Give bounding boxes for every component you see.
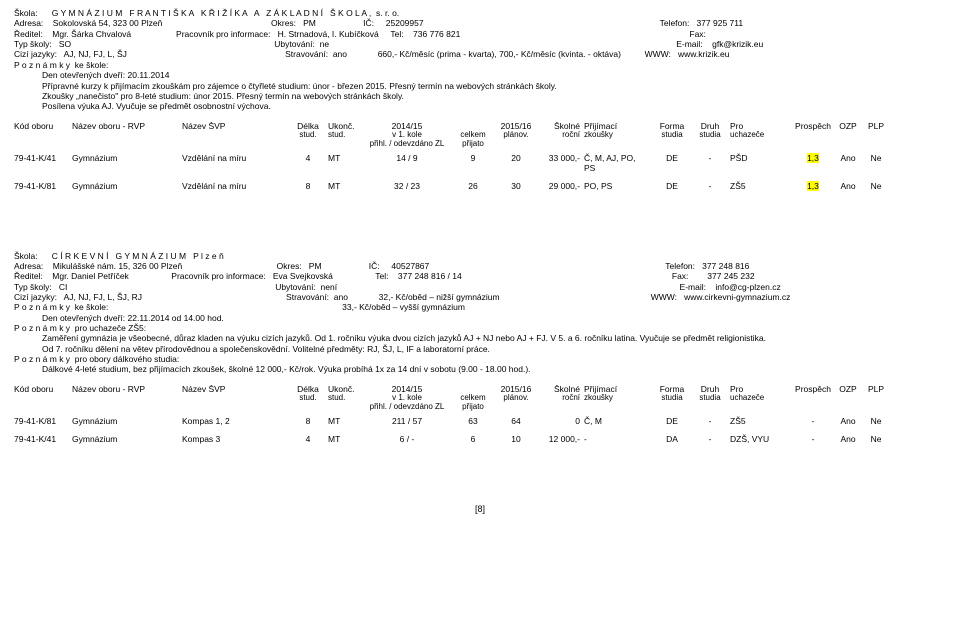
column-header: Ukonč. <box>328 122 364 131</box>
column-header: 2014/15 <box>364 122 454 131</box>
column-header: Kód oboru <box>14 122 72 131</box>
column-header: Ukonč. <box>328 385 364 394</box>
page-number: [8] <box>14 504 946 514</box>
programs-table: Kód oboruNázev oboru - RVPNázev ŠVPDélka… <box>14 385 946 444</box>
column-header: Forma <box>654 122 694 131</box>
column-header: PLP <box>864 385 892 394</box>
info-line: Typ školy: CI Ubytování: není <box>14 282 946 292</box>
column-header: Přijímací <box>584 122 654 131</box>
column-header: Druh <box>694 385 730 394</box>
column-header: Pro <box>730 385 794 394</box>
note-line: Dálkové 4-leté studium, bez přijímacích … <box>14 364 946 374</box>
info-line: Cizí jazyky: AJ, NJ, FJ, L, ŠJ Stravován… <box>14 49 946 59</box>
school-title: G Y M N Á Z I U M F R A N T I Š K A K Ř … <box>52 8 399 18</box>
column-header: Kód oboru <box>14 385 72 394</box>
school-block: Škola: G Y M N Á Z I U M F R A N T I Š K… <box>14 8 946 191</box>
notes-subtitle: P o z n á m k y pro obory dálkového stud… <box>14 354 946 364</box>
table-row: 79-41-K/41GymnáziumVzdělání na míru4MT14… <box>14 153 946 173</box>
column-header: Název ŠVP <box>182 122 292 131</box>
info-line: Cizí jazyky: AJ, NJ, FJ, L, ŠJ, RJ Strav… <box>14 292 946 302</box>
column-header: Délka <box>292 122 328 131</box>
column-header: Prospěch <box>794 385 836 394</box>
info-line: Adresa: Sokolovská 54, 323 00 Plzeň Okre… <box>14 18 946 28</box>
note-line: Den otevřených dveří: 20.11.2014 <box>14 70 946 80</box>
column-header: OZP <box>836 385 864 394</box>
note-line: Posílena výuka AJ. Vyučuje se předmět os… <box>14 101 946 111</box>
programs-table: Kód oboruNázev oboru - RVPNázev ŠVPDélka… <box>14 122 946 191</box>
column-header: PLP <box>864 122 892 131</box>
page-root: Škola: G Y M N Á Z I U M F R A N T I Š K… <box>0 0 960 524</box>
school-title: C Í R K E V N Í G Y M N Á Z I U M P l z … <box>52 251 224 261</box>
column-header: 2015/16 <box>496 385 540 394</box>
note-line: Od 7. ročníku dělení na větev přírodověd… <box>14 344 946 354</box>
column-header: Druh <box>694 122 730 131</box>
column-header: 2014/15 <box>364 385 454 394</box>
column-header: Pro <box>730 122 794 131</box>
info-line: P o z n á m k y ke škole: <box>14 60 946 70</box>
info-line: Adresa: Mikulášské nám. 15, 326 00 Plzeň… <box>14 261 946 271</box>
note-line: Den otevřených dveří: 22.11.2014 od 14.0… <box>14 313 946 323</box>
table-row: 79-41-K/81GymnáziumVzdělání na míru8MT32… <box>14 181 946 191</box>
notes-subtitle: P o z n á m k y pro uchazeče ZŠ5: <box>14 323 946 333</box>
column-header: OZP <box>836 122 864 131</box>
table-row: 79-41-K/81GymnáziumKompas 1, 28MT211 / 5… <box>14 416 946 426</box>
column-header: Název oboru - RVP <box>72 122 182 131</box>
column-header: Název ŠVP <box>182 385 292 394</box>
column-header: Školné <box>540 385 584 394</box>
info-line: Typ školy: SO Ubytování: ne <box>14 39 946 49</box>
info-line: P o z n á m k y ke škole: 33,- Kč/oběd –… <box>14 302 946 312</box>
column-header: 2015/16 <box>496 122 540 131</box>
note-line: Zaměření gymnázia je všeobecné, důraz kl… <box>14 333 946 343</box>
note-line: Přípravné kurzy k přijímacím zkouškám pr… <box>14 81 946 91</box>
column-header: Název oboru - RVP <box>72 385 182 394</box>
column-header: Prospěch <box>794 122 836 131</box>
column-header: Délka <box>292 385 328 394</box>
column-header: Přijímací <box>584 385 654 394</box>
table-row: 79-41-K/41GymnáziumKompas 34MT6 / -61012… <box>14 434 946 444</box>
note-line: Zkoušky „nanečisto" pro 8-leté studium: … <box>14 91 946 101</box>
column-header: Školné <box>540 122 584 131</box>
info-line: Ředitel: Mgr. Daniel Petříček Pracovník … <box>14 271 946 281</box>
column-header: Forma <box>654 385 694 394</box>
school-block: Škola: C Í R K E V N Í G Y M N Á Z I U M… <box>14 251 946 444</box>
info-line: Ředitel: Mgr. Šárka Chvalová Pracovník p… <box>14 29 946 39</box>
